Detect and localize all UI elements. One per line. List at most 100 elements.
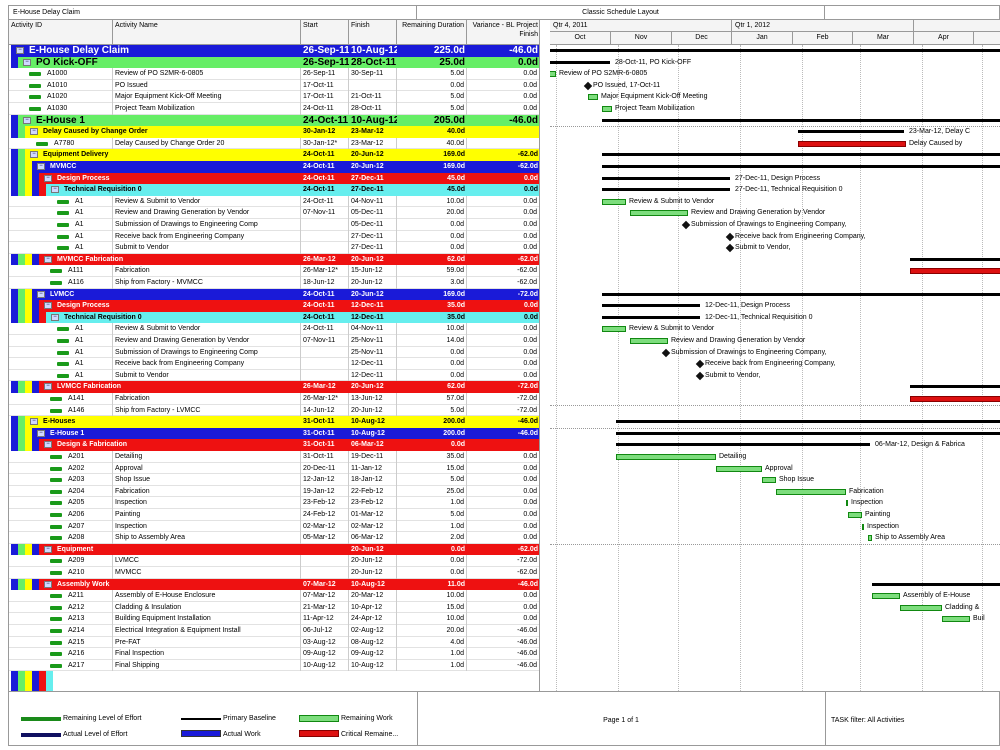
milestone-marker[interactable] [661, 348, 671, 357]
activity-row[interactable]: A211 Assembly of E-House Enclosure 07-Mar-… [9, 590, 539, 602]
wbs-row[interactable]: − Technical Requisition 0 24-Oct-11 12-Dec-… [9, 311, 539, 324]
wbs-row[interactable]: − Equipment 20-Jun-12 0.0d -62.0d [9, 543, 539, 556]
activity-bar[interactable] [630, 338, 668, 344]
activity-row[interactable]: A7780 Delay Caused by Change Order 20 30-J… [9, 137, 539, 150]
collapse-toggle-icon[interactable]: − [44, 580, 52, 588]
collapse-toggle-icon[interactable]: − [37, 163, 45, 170]
column-header-start[interactable]: Start [301, 20, 349, 44]
summary-bar[interactable] [602, 292, 1000, 296]
summary-bar[interactable] [616, 443, 870, 447]
activity-bar[interactable] [550, 71, 556, 78]
activity-row[interactable]: A146 Ship from Factory - LVMCC 14-Jun-12 20… [9, 404, 539, 417]
wbs-row[interactable]: − Design & Fabrication 31-Oct-11 06-Mar-12 0… [9, 439, 539, 451]
activity-row[interactable]: A111 Fabrication 26-Mar-12* 15-Jun-12 59.0d -… [9, 265, 539, 277]
activity-bar[interactable] [716, 465, 762, 472]
activity-row[interactable]: A1 Submit to Vendor 12-Dec-11 0.0d 0.0d [9, 369, 539, 382]
column-header-variance[interactable]: Variance - BL Project Finish [472, 22, 538, 38]
activity-bar[interactable] [602, 198, 626, 205]
activity-row[interactable]: A1010 PO Issued 17-Oct-11 0.0d 0.0d [9, 79, 539, 92]
activity-row[interactable]: A141 Fabrication 26-Mar-12* 13-Jun-12 57.0d -… [9, 393, 539, 405]
activity-row[interactable]: A212 Cladding & Insulation 21-Mar-12 10-Apr… [9, 601, 539, 614]
column-header-finish[interactable]: Finish [349, 20, 397, 44]
activity-row[interactable]: A1 Submission of Drawings to Engineering … [9, 219, 539, 231]
activity-row[interactable]: A1 Review & Submit to Vendor 24-Oct-11 04-N… [9, 323, 539, 335]
wbs-row[interactable]: − E-House 1 31-Oct-11 10-Aug-12 200.0d -46.0d [9, 427, 539, 440]
summary-bar[interactable] [910, 385, 1000, 389]
wbs-row[interactable]: − LVMCC Fabrication 26-Mar-12 20-Jun-12 62.0… [9, 381, 539, 393]
collapse-toggle-icon[interactable]: − [37, 290, 45, 298]
summary-bar[interactable] [872, 582, 1000, 586]
activity-bar[interactable] [848, 512, 862, 518]
summary-bar[interactable] [602, 165, 1000, 168]
activity-bar[interactable] [602, 326, 626, 333]
milestone-marker[interactable] [695, 371, 705, 381]
summary-bar[interactable] [602, 153, 1000, 157]
activity-row[interactable]: A1 Review and Drawing Generation by Vendo… [9, 335, 539, 347]
wbs-row[interactable]: − PO Kick-OFF 26-Sep-11 28-Oct-11 25.0d 0.0d [9, 56, 539, 69]
activity-row[interactable]: A214 Electrical Integration & Equipment I… [9, 625, 539, 637]
summary-bar[interactable] [550, 60, 610, 64]
wbs-row[interactable]: − MVMCC 24-Oct-11 20-Jun-12 169.0d -62.0d [9, 161, 539, 173]
activity-bar[interactable] [872, 593, 900, 600]
wbs-row[interactable]: − Technical Requisition 0 24-Oct-11 27-Dec-… [9, 184, 539, 196]
wbs-row[interactable]: − Equipment Delivery 24-Oct-11 20-Jun-12 169… [9, 149, 539, 161]
column-header-name[interactable]: Activity Name [113, 20, 301, 44]
summary-bar[interactable] [616, 431, 1000, 435]
critical-bar[interactable] [910, 396, 1000, 402]
wbs-row[interactable]: − LVMCC 24-Oct-11 20-Jun-12 169.0d -72.0d [9, 288, 539, 301]
wbs-row[interactable]: − E-House 1 24-Oct-11 10-Aug-12 205.0d -46.0d [9, 114, 539, 127]
summary-bar[interactable] [550, 49, 1000, 52]
summary-bar[interactable] [602, 315, 700, 319]
milestone-marker[interactable] [681, 220, 691, 230]
milestone-marker[interactable] [583, 81, 593, 91]
wbs-row[interactable]: − E-House Delay Claim 26-Sep-11 10-Aug-12 22… [9, 45, 539, 57]
collapse-toggle-icon[interactable]: − [30, 128, 38, 136]
activity-bar[interactable] [630, 210, 688, 217]
collapse-toggle-icon[interactable]: − [44, 545, 52, 553]
activity-row[interactable]: A1 Receive back from Engineering Company 2… [9, 230, 539, 243]
activity-row[interactable]: A1 Review & Submit to Vendor 24-Oct-11 04-N… [9, 195, 539, 208]
activity-row[interactable]: A215 Pre-FAT 03-Aug-12 08-Aug-12 4.0d -46.0d [9, 636, 539, 649]
activity-row[interactable]: A207 Inspection 02-Mar-12 02-Mar-12 1.0d 0.0d [9, 520, 539, 533]
wbs-row[interactable]: − MVMCC Fabrication 26-Mar-12 20-Jun-12 62.0… [9, 253, 539, 266]
critical-bar[interactable] [798, 140, 906, 147]
collapse-toggle-icon[interactable]: − [44, 383, 52, 391]
activity-bar[interactable] [846, 500, 848, 507]
activity-row[interactable]: A204 Fabrication 19-Jan-12 22-Feb-12 25.0d 0.… [9, 485, 539, 498]
activity-row[interactable]: A1 Receive back from Engineering Company 1… [9, 358, 539, 370]
activity-row[interactable]: A208 Ship to Assembly Area 05-Mar-12 06-Mar… [9, 532, 539, 544]
collapse-toggle-icon[interactable]: − [37, 429, 45, 437]
summary-bar[interactable] [602, 176, 730, 180]
activity-bar[interactable] [602, 106, 612, 112]
activity-row[interactable]: A1030 Project Team Mobilization 24-Oct-11 2… [9, 103, 539, 115]
milestone-marker[interactable] [725, 232, 735, 241]
collapse-toggle-icon[interactable]: − [44, 174, 52, 182]
activity-row[interactable]: A209 LVMCC 20-Jun-12 0.0d -72.0d [9, 555, 539, 567]
collapse-toggle-icon[interactable]: − [51, 313, 59, 321]
activity-row[interactable]: A203 Shop Issue 12-Jan-12 18-Jan-12 5.0d 0.0d [9, 474, 539, 486]
collapse-toggle-icon[interactable]: − [44, 255, 52, 263]
activity-row[interactable]: A201 Detailing 31-Oct-11 19-Dec-11 35.0d 0.0d [9, 451, 539, 463]
summary-bar[interactable] [602, 118, 1000, 122]
summary-bar[interactable] [798, 130, 904, 134]
activity-bar[interactable] [862, 523, 864, 530]
activity-row[interactable]: A116 Ship from Factory - MVMCC 18-Jun-12 20… [9, 277, 539, 289]
collapse-toggle-icon[interactable]: − [51, 186, 59, 194]
collapse-toggle-icon[interactable]: − [44, 441, 52, 449]
activity-row[interactable]: A216 Final Inspection 09-Aug-12 09-Aug-12 1.… [9, 648, 539, 660]
activity-bar[interactable] [762, 477, 776, 484]
wbs-row[interactable]: − Design Process 24-Oct-11 27-Dec-11 45.0d 0.… [9, 172, 539, 185]
critical-bar[interactable] [910, 268, 1000, 275]
activity-row[interactable]: A205 Inspection 23-Feb-12 23-Feb-12 1.0d 0.0d [9, 497, 539, 509]
activity-bar[interactable] [868, 535, 872, 542]
activity-row[interactable]: A217 Final Shipping 10-Aug-12 10-Aug-12 1.0d… [9, 659, 539, 672]
activity-bar[interactable] [900, 604, 942, 611]
summary-bar[interactable] [602, 304, 700, 308]
activity-row[interactable]: A1 Submission of Drawings to Engineering … [9, 346, 539, 359]
wbs-row[interactable]: − Delay Caused by Change Order 30-Jan-12 23… [9, 126, 539, 138]
summary-bar[interactable] [616, 420, 1000, 424]
milestone-marker[interactable] [695, 359, 705, 369]
activity-row[interactable]: A206 Painting 24-Feb-12 01-Mar-12 5.0d 0.0d [9, 509, 539, 521]
wbs-row[interactable]: − Design Process 24-Oct-11 12-Dec-11 35.0d 0.… [9, 300, 539, 312]
wbs-row[interactable]: − Assembly Work 07-Mar-12 10-Aug-12 11.0d -46… [9, 578, 539, 591]
